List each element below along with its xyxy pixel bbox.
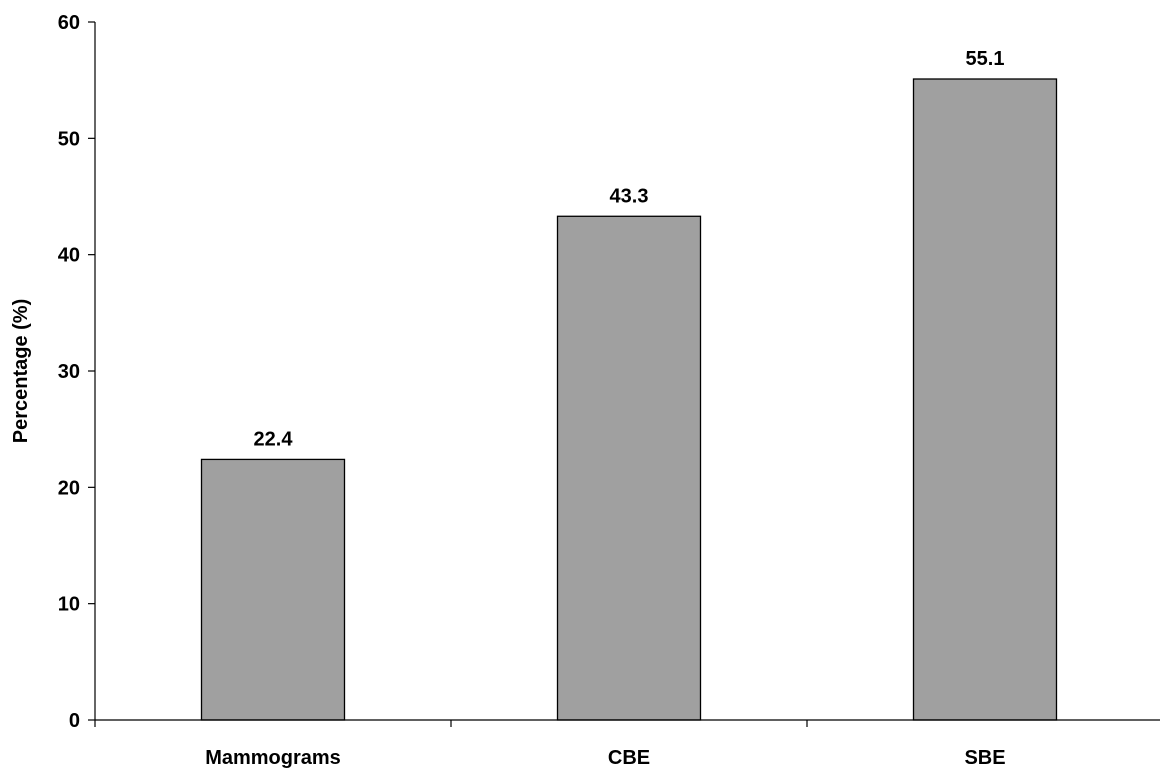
x-category-label: CBE	[608, 747, 650, 769]
x-category-label: Mammograms	[205, 747, 341, 769]
bar-mammograms	[200, 458, 346, 721]
data-label: 43.3	[610, 185, 649, 207]
y-tick-label: 10	[58, 594, 80, 616]
bar-cbe	[556, 215, 702, 721]
data-label: 55.1	[966, 48, 1005, 70]
data-label: 22.4	[254, 428, 294, 450]
x-category-label: SBE	[964, 747, 1005, 769]
bars-group: 22.4 43.3 55.1	[200, 48, 1058, 721]
y-tick-label: 40	[58, 245, 80, 267]
bar-sbe	[912, 78, 1058, 721]
y-tick-label: 50	[58, 128, 80, 150]
y-axis-title: Percentage (%)	[10, 299, 32, 444]
y-tick-label: 30	[58, 361, 80, 383]
x-axis-ticks: Mammograms CBE SBE	[94, 720, 1006, 769]
y-tick-label: 60	[58, 12, 80, 34]
y-tick-label: 0	[69, 710, 80, 732]
y-axis-ticks: 0 10 20 30 40 50 60	[58, 12, 95, 732]
y-axis-title-group: Percentage (%)	[10, 299, 32, 444]
y-tick-label: 20	[58, 477, 80, 499]
